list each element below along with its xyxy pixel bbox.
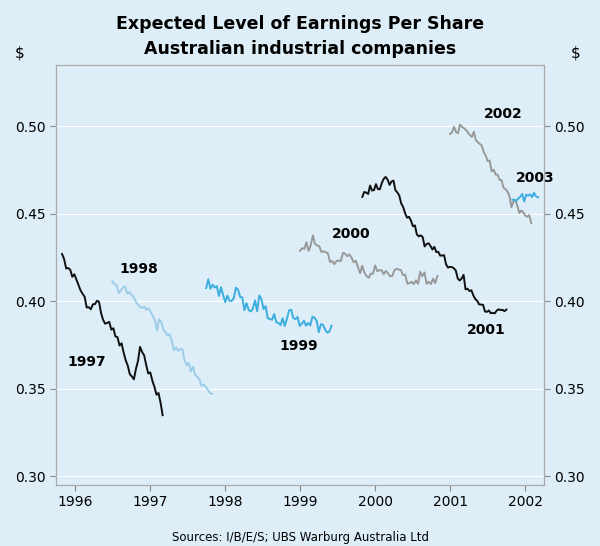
Text: 2000: 2000 <box>332 227 370 241</box>
Text: 1999: 1999 <box>279 339 317 353</box>
Text: 2003: 2003 <box>515 171 554 185</box>
Text: 2001: 2001 <box>467 323 505 337</box>
Text: $: $ <box>14 46 25 61</box>
Title: Expected Level of Earnings Per Share
Australian industrial companies: Expected Level of Earnings Per Share Aus… <box>116 15 484 58</box>
Text: 1997: 1997 <box>67 355 106 369</box>
Text: 1998: 1998 <box>120 262 158 276</box>
Text: 2002: 2002 <box>484 106 523 121</box>
Text: Sources: I/B/E/S; UBS Warburg Australia Ltd: Sources: I/B/E/S; UBS Warburg Australia … <box>172 531 428 543</box>
Text: $: $ <box>571 46 581 61</box>
